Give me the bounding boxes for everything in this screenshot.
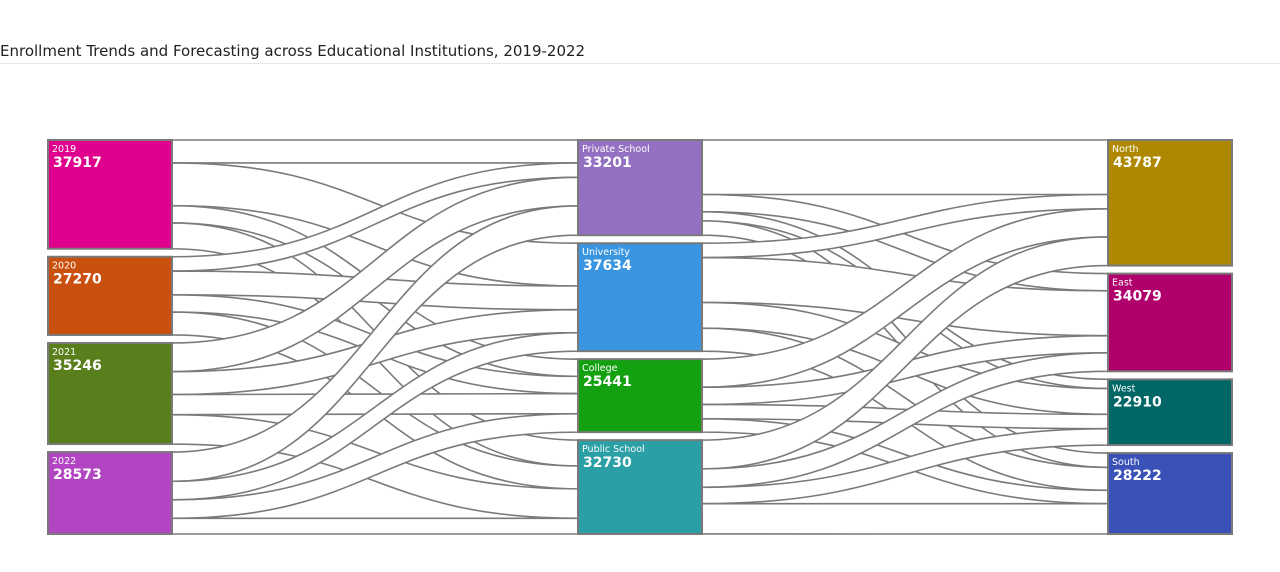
node-label-2019: 2019 bbox=[52, 144, 76, 155]
node-value-university: 37634 bbox=[583, 258, 632, 274]
node-value-2021: 35246 bbox=[53, 358, 102, 374]
node-value-2022: 28573 bbox=[53, 467, 102, 483]
node-rect-2022[interactable] bbox=[47, 451, 173, 535]
node-value-college: 25441 bbox=[583, 374, 632, 390]
title-divider bbox=[0, 63, 1280, 64]
link-2022-public[interactable] bbox=[171, 517, 579, 535]
node-label-south: South bbox=[1112, 457, 1140, 468]
node-rect-private[interactable] bbox=[577, 139, 703, 237]
nodes-layer: 201937917202027270202135246202228573Priv… bbox=[47, 139, 1233, 535]
node-label-university: University bbox=[582, 247, 630, 258]
node-value-north: 43787 bbox=[1113, 155, 1162, 171]
node-label-east: East bbox=[1112, 278, 1133, 289]
node-value-2019: 37917 bbox=[53, 155, 102, 171]
node-label-private: Private School bbox=[582, 144, 650, 155]
node-value-east: 34079 bbox=[1113, 289, 1162, 305]
node-value-private: 33201 bbox=[583, 155, 632, 171]
node-label-2021: 2021 bbox=[52, 347, 76, 358]
node-label-west: West bbox=[1112, 383, 1136, 394]
node-rect-university[interactable] bbox=[577, 242, 703, 353]
node-label-2020: 2020 bbox=[52, 261, 76, 272]
link-private-north[interactable] bbox=[701, 139, 1109, 196]
chart-title: Enrollment Trends and Forecasting across… bbox=[0, 42, 586, 60]
node-rect-public[interactable] bbox=[577, 439, 703, 535]
node-rect-west[interactable] bbox=[1107, 378, 1233, 447]
node-rect-2021[interactable] bbox=[47, 341, 173, 446]
node-rect-south[interactable] bbox=[1107, 452, 1233, 535]
link-public-south[interactable] bbox=[701, 502, 1109, 535]
node-rect-2020[interactable] bbox=[47, 255, 173, 336]
node-label-public: Public School bbox=[582, 444, 645, 455]
node-rect-east[interactable] bbox=[1107, 272, 1233, 373]
node-rect-college[interactable] bbox=[577, 358, 703, 434]
link-2019-private[interactable] bbox=[171, 139, 579, 164]
node-rect-north[interactable] bbox=[1107, 139, 1233, 267]
node-value-west: 22910 bbox=[1113, 394, 1162, 410]
node-rect-2019[interactable] bbox=[47, 139, 173, 250]
node-label-college: College bbox=[582, 363, 618, 374]
node-value-south: 28222 bbox=[1113, 468, 1162, 484]
links-layer bbox=[171, 139, 1109, 535]
node-label-north: North bbox=[1112, 144, 1139, 155]
node-value-2020: 27270 bbox=[53, 272, 102, 288]
node-value-public: 32730 bbox=[583, 455, 632, 471]
node-label-2022: 2022 bbox=[52, 456, 76, 467]
